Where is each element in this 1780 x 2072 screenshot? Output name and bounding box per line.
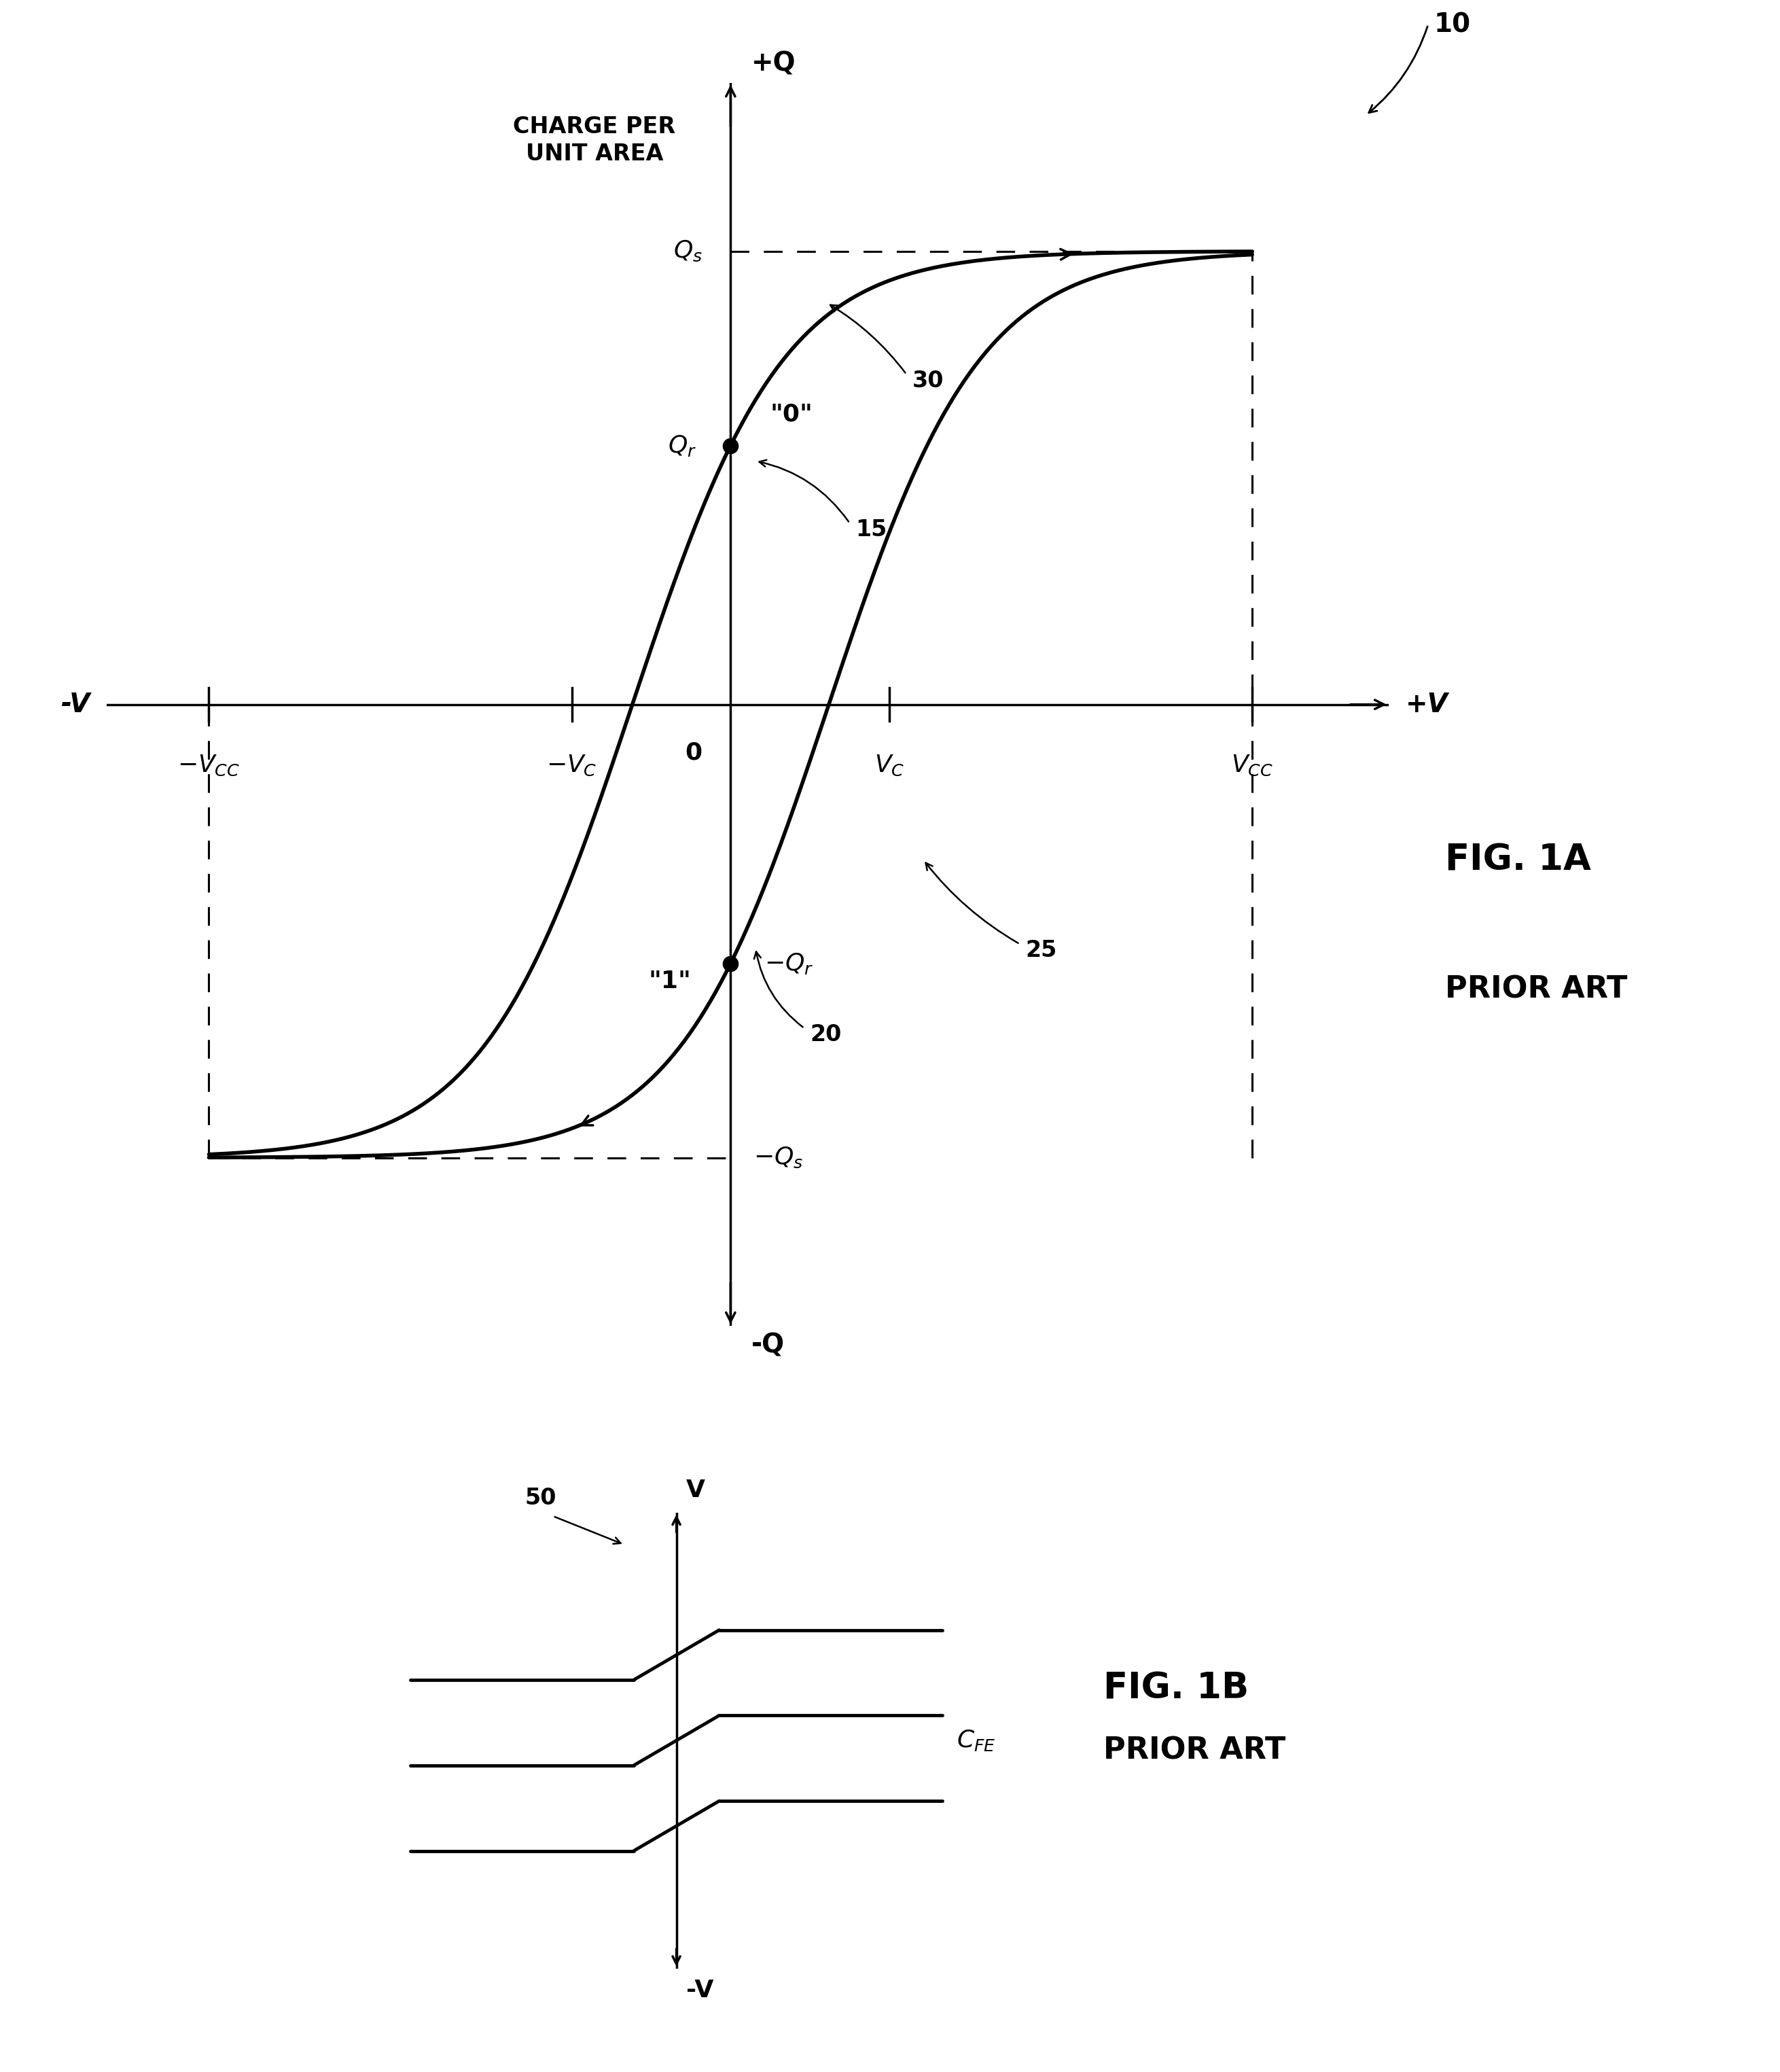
- Text: 20: 20: [810, 1024, 842, 1046]
- Text: +Q: +Q: [751, 50, 796, 77]
- Text: 30: 30: [911, 369, 943, 392]
- Text: $Q_r$: $Q_r$: [668, 433, 696, 458]
- Text: -V: -V: [685, 1979, 714, 2002]
- Text: -V: -V: [61, 692, 89, 717]
- Text: "0": "0": [771, 402, 813, 427]
- Text: 25: 25: [1025, 939, 1057, 961]
- Text: -Q: -Q: [751, 1332, 785, 1359]
- Text: $C_{FE}$: $C_{FE}$: [956, 1728, 995, 1753]
- Text: CHARGE PER
UNIT AREA: CHARGE PER UNIT AREA: [513, 116, 676, 166]
- Text: V: V: [685, 1479, 705, 1502]
- Text: $Q_s$: $Q_s$: [673, 238, 703, 263]
- Text: FIG. 1A: FIG. 1A: [1445, 841, 1591, 879]
- Text: "1": "1": [648, 970, 691, 992]
- Text: $V_C$: $V_C$: [874, 754, 904, 777]
- Text: $-Q_r$: $-Q_r$: [765, 951, 813, 976]
- Text: PRIOR ART: PRIOR ART: [1104, 1736, 1285, 1765]
- Text: $-V_{CC}$: $-V_{CC}$: [178, 754, 240, 777]
- Text: 50: 50: [525, 1486, 555, 1508]
- Text: $-Q_s$: $-Q_s$: [753, 1146, 803, 1171]
- Text: 15: 15: [856, 518, 886, 541]
- Text: 0: 0: [685, 742, 703, 765]
- Text: $-V_C$: $-V_C$: [546, 754, 596, 777]
- Text: PRIOR ART: PRIOR ART: [1445, 974, 1627, 1005]
- Text: FIG. 1B: FIG. 1B: [1104, 1670, 1250, 1707]
- Text: 10: 10: [1433, 12, 1470, 37]
- Text: $V_{CC}$: $V_{CC}$: [1232, 754, 1273, 777]
- Text: +V: +V: [1406, 692, 1449, 717]
